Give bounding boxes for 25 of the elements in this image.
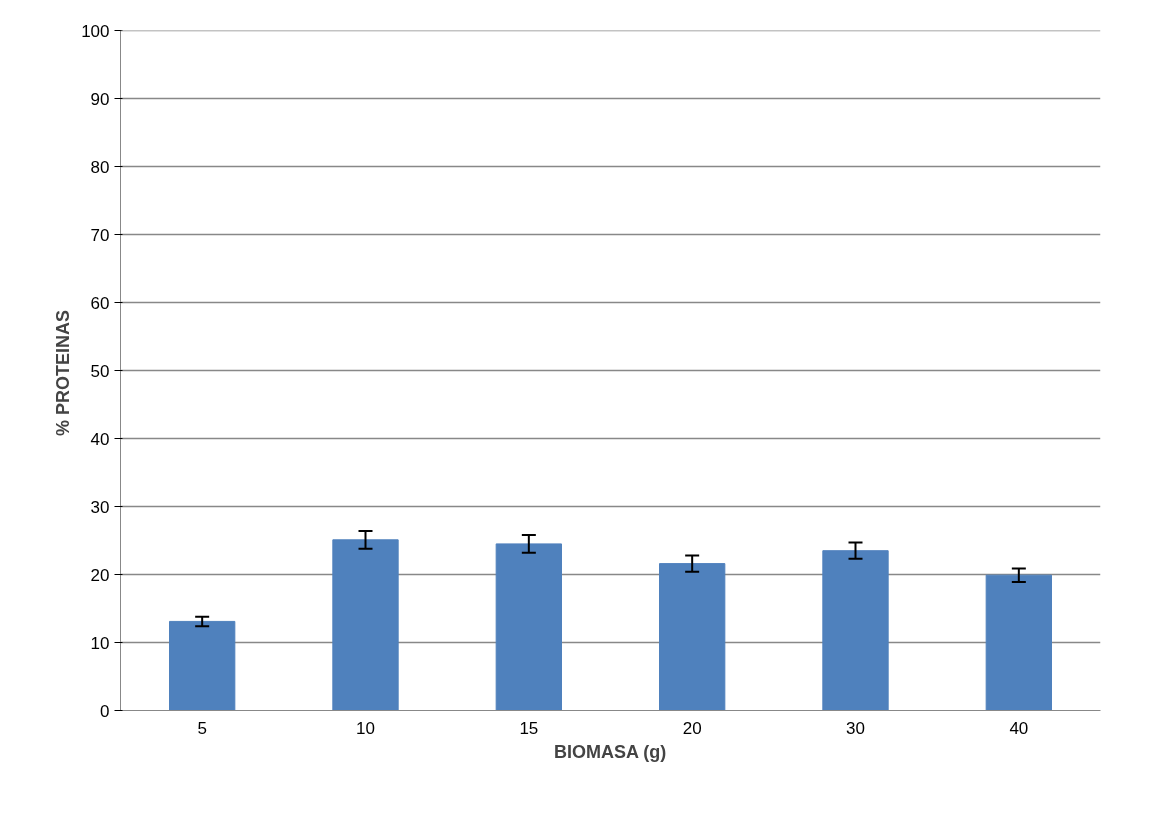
y-tick-label: 60	[90, 293, 110, 313]
x-tick-label: 15	[519, 718, 539, 738]
y-axis-title: % PROTEINAS	[53, 309, 74, 437]
bar	[332, 539, 399, 711]
x-tick-label: 5	[197, 718, 207, 738]
y-tick-label: 50	[90, 361, 110, 381]
x-tick-label: 30	[846, 718, 865, 738]
bar	[495, 543, 562, 711]
bar	[169, 620, 236, 711]
y-tick-label: 70	[90, 225, 110, 245]
y-tick-label: 10	[90, 633, 110, 653]
x-tick-label: 20	[682, 718, 702, 738]
y-tick-label: 0	[100, 701, 110, 721]
y-tick-label: 100	[81, 21, 110, 41]
x-axis-title: BIOMASA (g)	[554, 741, 667, 762]
y-tick-label: 40	[90, 429, 110, 449]
y-tick-label: 80	[90, 157, 110, 177]
x-tick-label: 10	[356, 718, 375, 738]
bar	[985, 574, 1052, 711]
y-tick-label: 90	[90, 89, 110, 109]
x-tick-label: 40	[1009, 718, 1029, 738]
bar	[659, 563, 726, 711]
y-tick-label: 20	[90, 565, 110, 585]
y-tick-label: 30	[90, 497, 110, 517]
bar	[822, 550, 889, 711]
